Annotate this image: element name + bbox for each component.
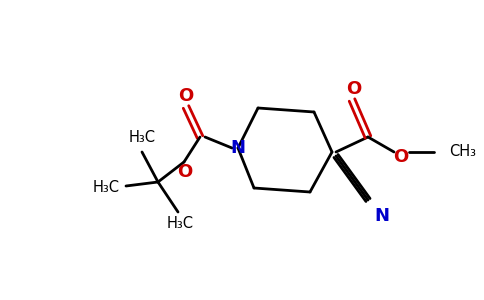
Text: O: O: [177, 163, 193, 181]
Text: N: N: [375, 207, 390, 225]
Text: H₃C: H₃C: [128, 130, 155, 146]
Text: CH₃: CH₃: [449, 145, 476, 160]
Text: O: O: [179, 87, 194, 105]
Text: N: N: [230, 139, 245, 157]
Text: O: O: [347, 80, 362, 98]
Text: H₃C: H₃C: [166, 217, 194, 232]
Text: O: O: [393, 148, 408, 166]
Text: H₃C: H₃C: [92, 179, 120, 194]
